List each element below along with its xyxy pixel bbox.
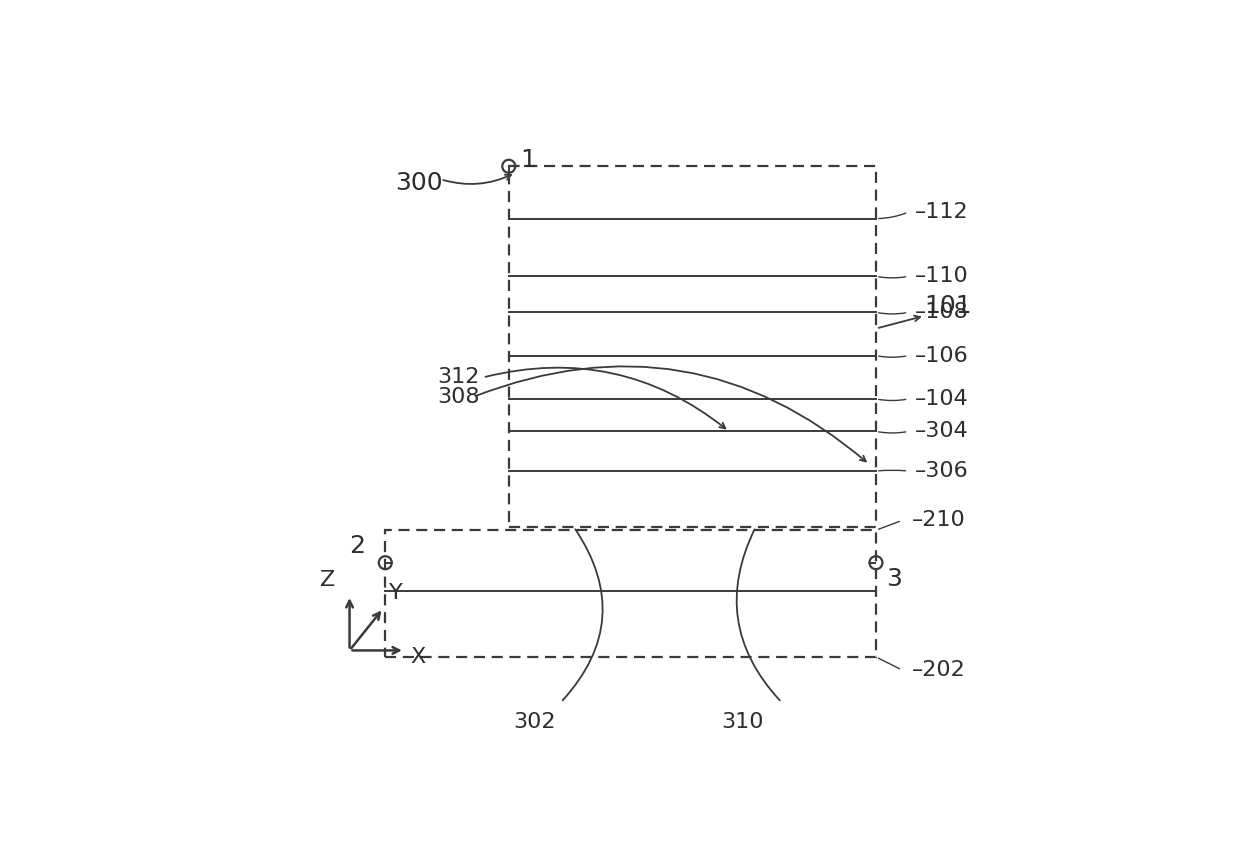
- Text: 300: 300: [396, 170, 443, 194]
- Text: –104: –104: [915, 389, 968, 408]
- Text: –108: –108: [915, 302, 968, 322]
- Text: 1: 1: [521, 148, 537, 172]
- Text: X: X: [410, 647, 425, 667]
- Text: Z: Z: [320, 570, 335, 590]
- Text: 312: 312: [438, 367, 480, 387]
- Text: 308: 308: [438, 387, 480, 407]
- Text: –112: –112: [915, 202, 968, 222]
- Text: 3: 3: [885, 567, 901, 591]
- Text: 2: 2: [350, 534, 366, 559]
- Text: Y: Y: [388, 583, 402, 603]
- Text: –306: –306: [915, 461, 968, 481]
- Text: –202: –202: [911, 660, 966, 680]
- Text: –210: –210: [911, 511, 966, 530]
- Text: –106: –106: [915, 346, 968, 365]
- Text: 302: 302: [513, 712, 556, 732]
- Text: –110: –110: [915, 266, 968, 286]
- Text: 101: 101: [925, 294, 972, 318]
- Text: 310: 310: [722, 712, 764, 732]
- Text: –304: –304: [915, 421, 968, 441]
